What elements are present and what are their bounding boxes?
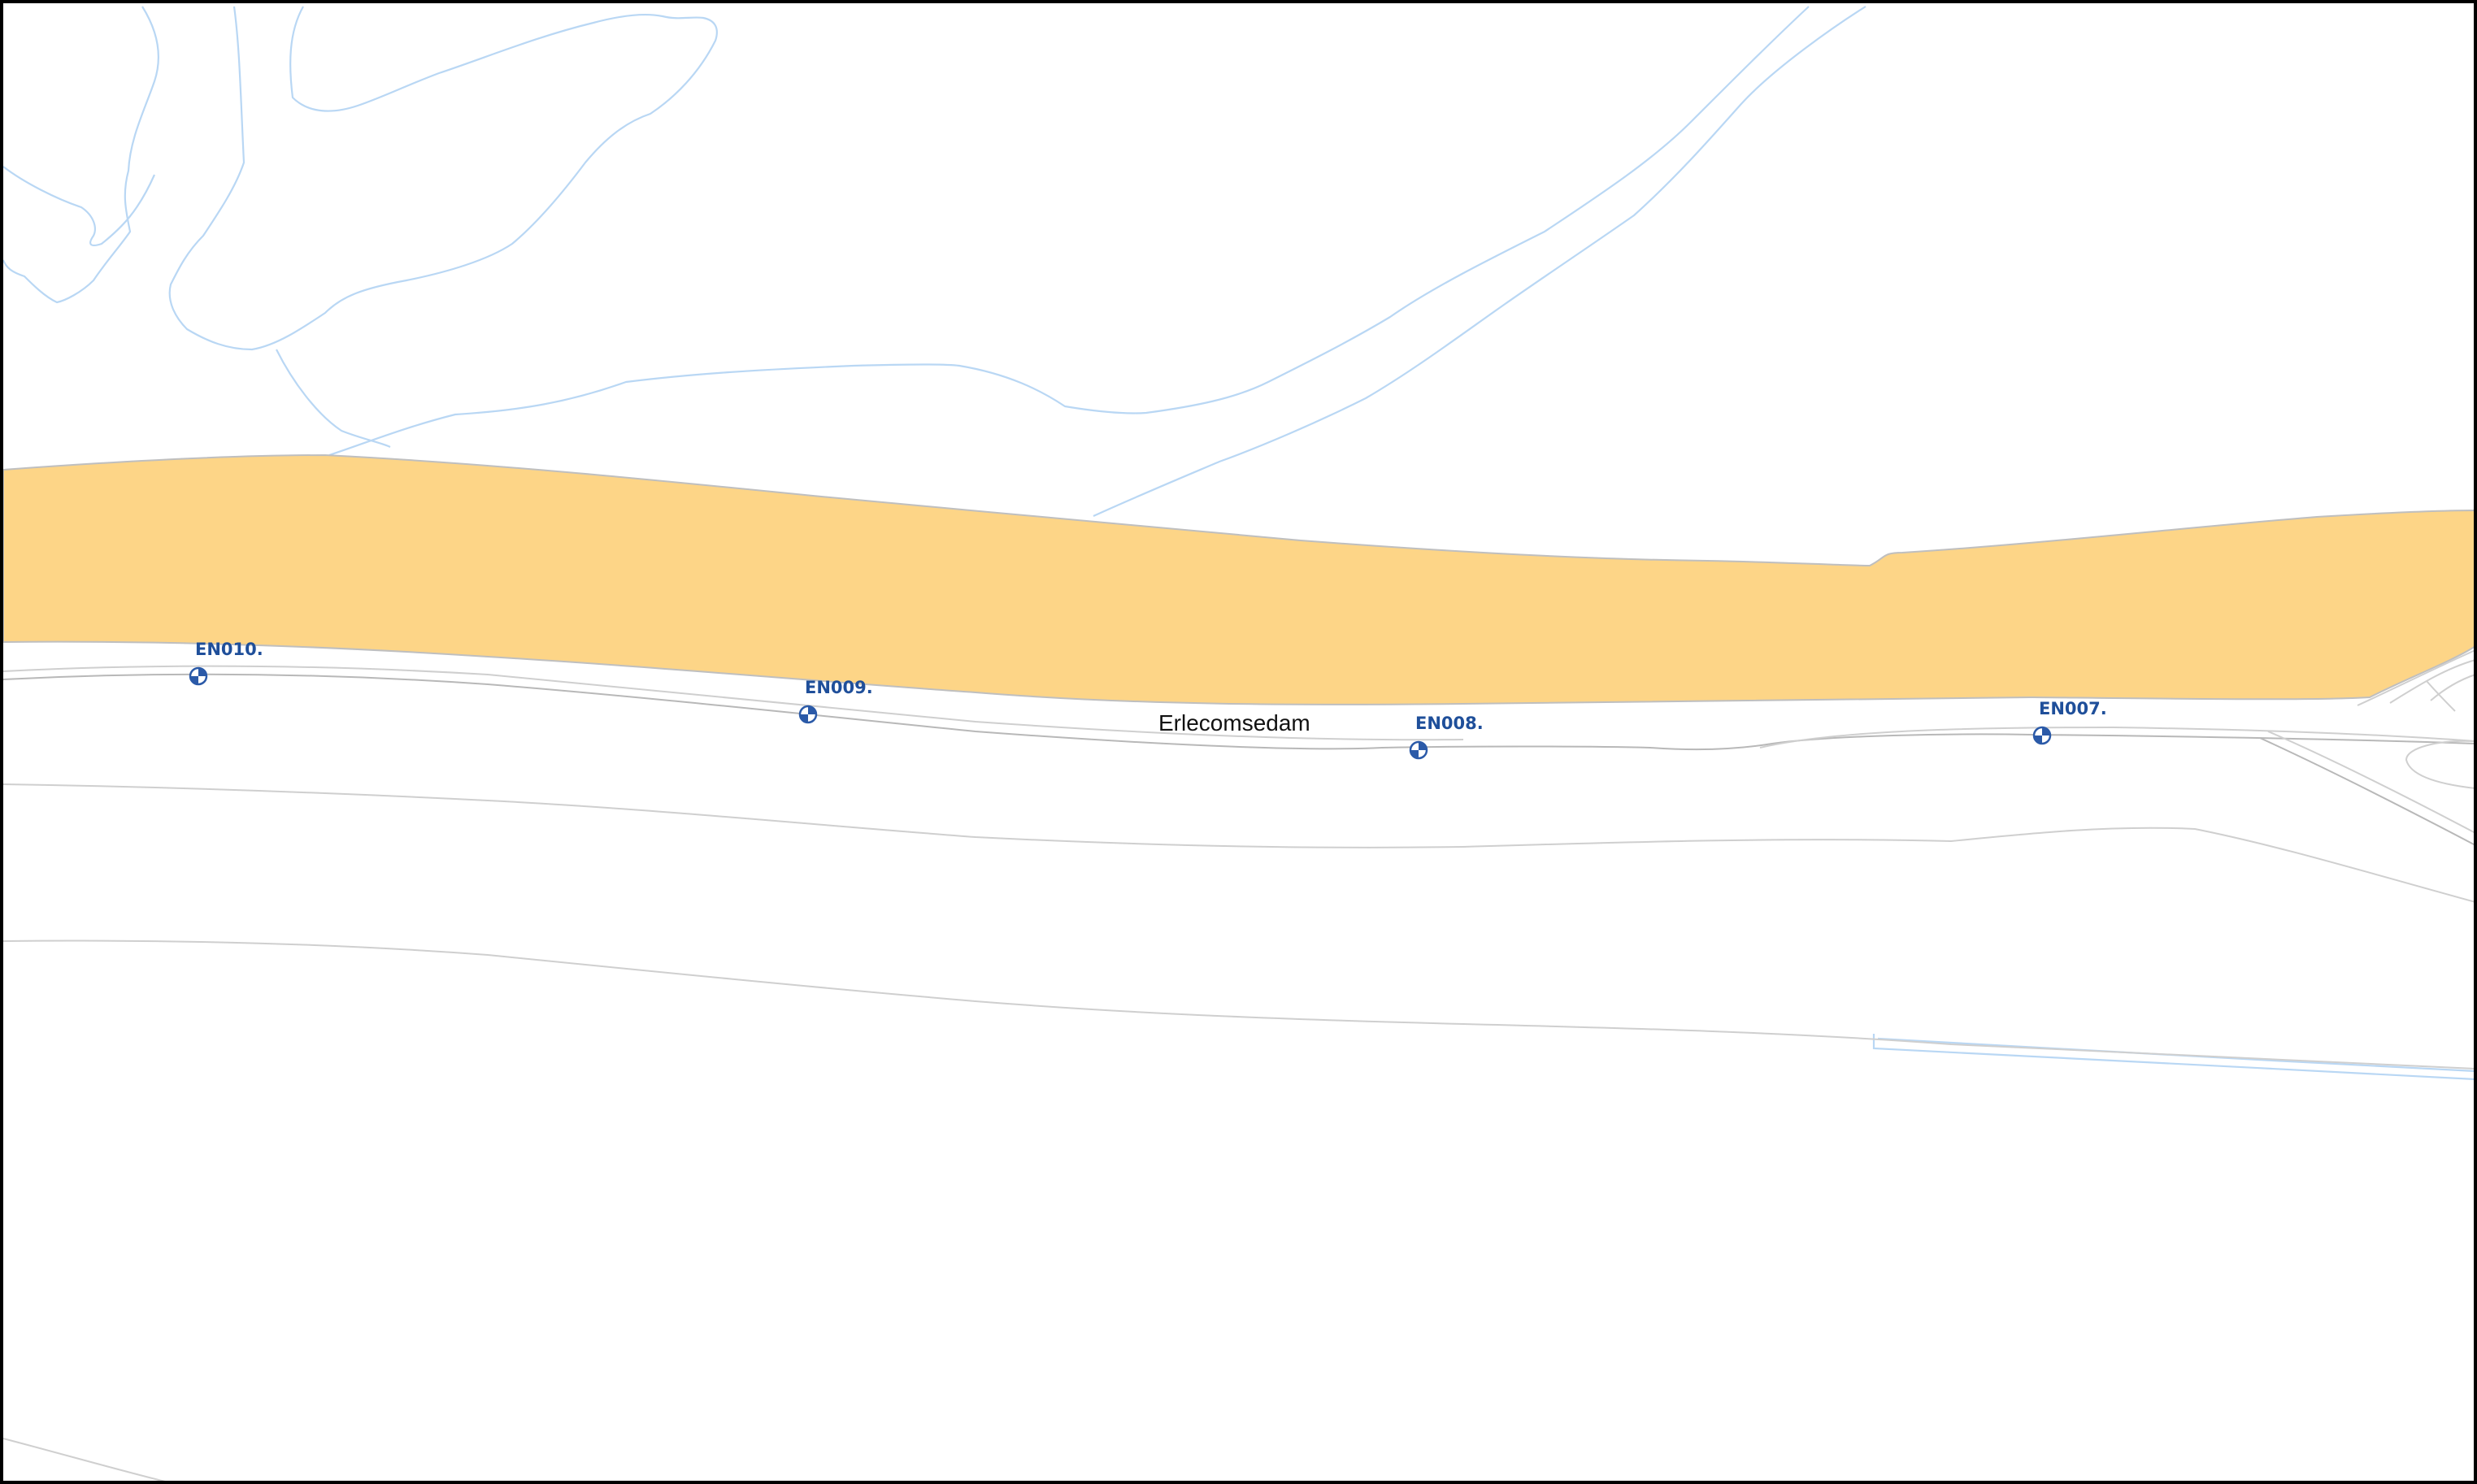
water-outlines <box>2 6 2476 1081</box>
survey-point-icon <box>2032 726 2052 745</box>
survey-marker[interactable]: EN009. <box>798 678 873 724</box>
survey-marker-label: EN008. <box>1415 714 1484 733</box>
survey-marker-label: EN010. <box>195 640 263 659</box>
survey-marker-label: EN007. <box>2039 699 2107 718</box>
survey-marker[interactable]: EN010. <box>189 640 263 686</box>
street-label: Erlecomsedam <box>1158 710 1310 735</box>
road-outlines <box>2 649 2476 1484</box>
survey-markers: EN010. EN009. EN008. EN007. <box>189 640 2107 760</box>
survey-marker[interactable]: EN008. <box>1409 714 1484 760</box>
survey-point-icon <box>1409 740 1428 760</box>
survey-marker[interactable]: EN007. <box>2032 699 2107 745</box>
survey-point-icon <box>798 705 818 724</box>
survey-marker-label: EN009. <box>805 678 873 697</box>
survey-point-icon <box>189 666 208 686</box>
dike-area[interactable] <box>2 453 2476 705</box>
